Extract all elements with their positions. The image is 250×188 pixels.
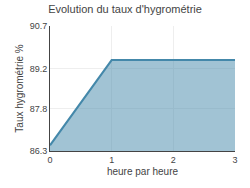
svg-text:1: 1 xyxy=(109,155,114,165)
svg-text:86.3: 86.3 xyxy=(30,146,48,156)
svg-text:Taux hygrométrie %: Taux hygrométrie % xyxy=(14,44,25,132)
svg-text:89.2: 89.2 xyxy=(30,64,48,74)
svg-text:87.8: 87.8 xyxy=(30,104,48,114)
svg-text:0: 0 xyxy=(47,155,52,165)
svg-text:90.7: 90.7 xyxy=(30,21,48,31)
svg-text:3: 3 xyxy=(232,155,237,165)
svg-text:2: 2 xyxy=(171,155,176,165)
svg-text:Evolution du taux d'hygrométri: Evolution du taux d'hygrométrie xyxy=(48,3,202,15)
svg-text:heure par heure: heure par heure xyxy=(107,166,179,177)
